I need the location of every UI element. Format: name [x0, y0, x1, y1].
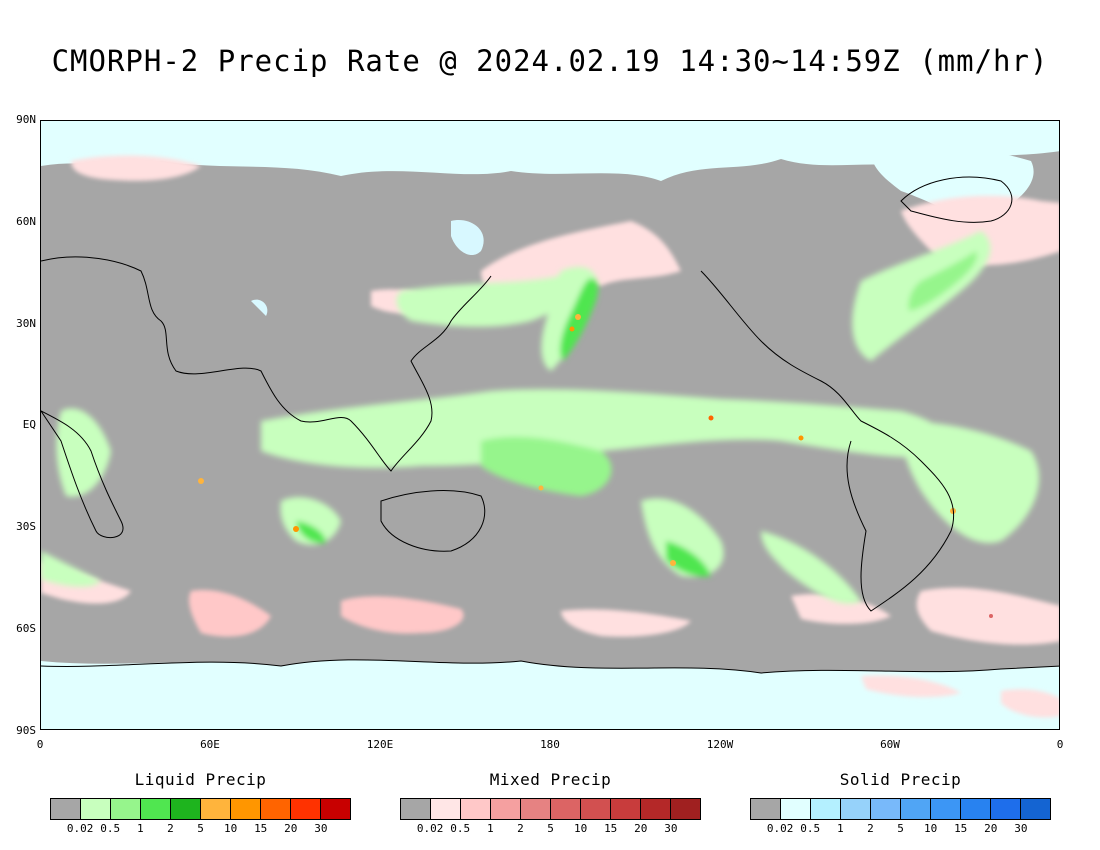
map-title: CMORPH-2 Precip Rate @ 2024.02.19 14:30~…: [51, 44, 1049, 78]
legend-solid-title: Solid Precip: [839, 770, 962, 789]
legend-liquid-tick-label: 0.02: [66, 822, 94, 835]
legend-solid-swatch-6: [931, 799, 961, 819]
legend-mixed-tick-label: 30: [664, 822, 678, 835]
legend-mixed-swatch-8: [641, 799, 671, 819]
lon-label-120w: 120W: [706, 738, 734, 751]
lat-label-30n: 30N: [16, 317, 36, 330]
legend-liquid-tick-label: 0.5: [100, 822, 121, 835]
legend-liquid-swatch-3: [141, 799, 171, 819]
lon-label-60e: 60E: [200, 738, 220, 751]
legend-liquid-swatch-6: [231, 799, 261, 819]
legend-mixed-tick-label: 0.02: [416, 822, 444, 835]
legend-mixed-swatch-9: [671, 799, 700, 819]
legend-liquid-ticks: 0.02 0.5 1 2 5 10 15 20 30: [50, 822, 351, 836]
legend-solid-tick-label: 0.5: [800, 822, 821, 835]
legend-solid-tick-label: 1: [836, 822, 844, 835]
legend-liquid-tick-label: 20: [284, 822, 298, 835]
legend-mixed-tick-label: 1: [486, 822, 494, 835]
legend-liquid-tick-label: 5: [197, 822, 204, 835]
legend-solid-tick-label: 30: [1014, 822, 1028, 835]
precip-map-svg: [41, 121, 1059, 729]
legend-mixed-swatch-1: [431, 799, 461, 819]
lat-label-60s: 60S: [16, 622, 36, 635]
legend-solid-swatch-9: [1021, 799, 1050, 819]
legend-mixed-swatch-7: [611, 799, 641, 819]
legend-liquid-swatch-0: [51, 799, 81, 819]
lat-label-60n: 60N: [16, 215, 36, 228]
legend-solid-ticks: 0.02 0.5 1 2 5 10 15 20 30: [750, 822, 1051, 836]
legend-mixed-tick-label: 0.5: [450, 822, 471, 835]
legend-solid-tick-label: 10: [923, 822, 938, 835]
legend-mixed-swatch-6: [581, 799, 611, 819]
legend-solid-swatch-2: [811, 799, 841, 819]
legend-solid-swatch-8: [991, 799, 1021, 819]
lat-label-90n: 90N: [16, 113, 36, 126]
legend-mixed-swatch-4: [521, 799, 551, 819]
lon-label-180: 180: [540, 738, 560, 751]
legend-liquid-swatch-2: [111, 799, 141, 819]
legend-solid-swatch-4: [871, 799, 901, 819]
lon-label-60w: 60W: [880, 738, 900, 751]
legend-liquid-colorbar: [50, 798, 351, 820]
lat-label-eq: EQ: [22, 418, 36, 431]
legend-liquid-title: Liquid Precip: [134, 770, 267, 789]
legend-liquid-tick-label: 10: [223, 822, 238, 835]
liquid-precip-regions: [41, 231, 1040, 604]
legend-mixed-title: Mixed Precip: [489, 770, 612, 789]
coastlines: [41, 176, 1059, 674]
legend-mixed-tick-label: 20: [634, 822, 648, 835]
legend-liquid-swatch-1: [81, 799, 111, 819]
legend-liquid-tick-label: 2: [167, 822, 174, 835]
legend-solid-swatch-5: [901, 799, 931, 819]
legend-solid-tick-label: 2: [867, 822, 874, 835]
legend-solid-swatch-7: [961, 799, 991, 819]
legend-solid-tick-label: 5: [897, 822, 904, 835]
legend-mixed-swatch-0: [401, 799, 431, 819]
legend-solid-colorbar: [750, 798, 1051, 820]
legend-solid: Solid Precip 0.02 0.5 1 2 5 10 15 20 30: [750, 770, 1051, 836]
legend-mixed-ticks: 0.02 0.5 1 2 5 10 15 20 30: [400, 822, 701, 836]
legend-liquid-swatch-7: [261, 799, 291, 819]
legend-solid-swatch-3: [841, 799, 871, 819]
legend-liquid-tick-label: 15: [254, 822, 268, 835]
legend-solid-swatch-1: [781, 799, 811, 819]
legend-mixed-tick-label: 2: [517, 822, 524, 835]
legend-liquid-swatch-4: [171, 799, 201, 819]
legend-liquid-tick-label: 30: [314, 822, 328, 835]
legend-mixed-swatch-3: [491, 799, 521, 819]
lon-label-120e: 120E: [366, 738, 394, 751]
legend-mixed-swatch-2: [461, 799, 491, 819]
legend-liquid: Liquid Precip 0.02 0.5 1 2 5 10 15 20 30: [50, 770, 351, 836]
legend-mixed: Mixed Precip 0.02 0.5 1 2 5 10 15 20 30: [400, 770, 701, 836]
lon-label-0-east: 0: [1056, 738, 1064, 751]
legend-liquid-swatch-8: [291, 799, 321, 819]
lat-label-90s: 90S: [16, 724, 36, 737]
heavy-precip-cores: [198, 314, 993, 618]
legend-solid-tick-label: 15: [954, 822, 968, 835]
legend-liquid-swatch-5: [201, 799, 231, 819]
legend-liquid-tick-label: 1: [136, 822, 144, 835]
legend-solid-swatch-0: [751, 799, 781, 819]
legend-mixed-tick-label: 5: [547, 822, 554, 835]
legend-solid-tick-label: 0.02: [766, 822, 794, 835]
legend-solid-tick-label: 20: [984, 822, 998, 835]
legend-mixed-tick-label: 10: [573, 822, 588, 835]
legend-mixed-tick-label: 15: [604, 822, 618, 835]
lon-label-0: 0: [36, 738, 44, 751]
legend-mixed-swatch-5: [551, 799, 581, 819]
lat-label-30s: 30S: [16, 520, 36, 533]
legend-mixed-colorbar: [400, 798, 701, 820]
legend-liquid-swatch-9: [321, 799, 350, 819]
precip-map: [40, 120, 1060, 730]
